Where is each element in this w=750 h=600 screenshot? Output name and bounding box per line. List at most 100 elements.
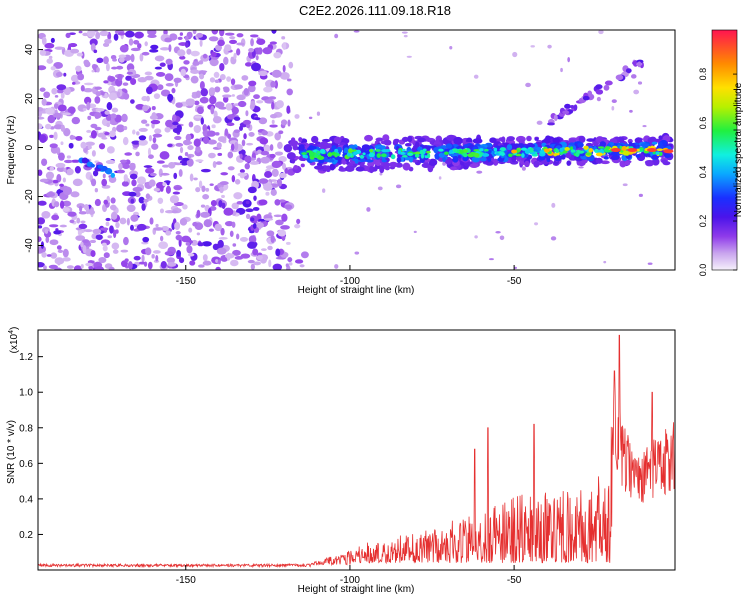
spectrogram-noise-blob [217,152,223,157]
spectrogram-noise-blob [62,257,71,262]
spectrogram-x-tick-label: -100 [340,276,360,287]
spectrogram-trace-core [562,150,568,154]
spectrogram-noise-blob [118,57,125,63]
spectrogram-noise-blob [93,49,98,54]
spectrogram-noise-blob [48,55,53,60]
spectrogram-noise-blob [151,106,156,111]
spectrogram-noise-blob [56,166,66,172]
spectrogram-y-tick-label: -40 [24,238,35,253]
spectrogram-trace-core [479,148,484,152]
spectrogram-noise-blob [254,117,261,121]
spectrogram-noise-blob [271,101,275,110]
spectrogram-noise-blob [72,178,83,187]
spectrogram-noise-blob [153,93,161,100]
spectrogram-noise-blob [78,30,83,34]
spectrogram-noise-blob [225,103,233,111]
spectrogram-speck [488,258,494,261]
spectrogram-harmonic-blob [625,68,632,74]
spectrogram-noise-blob [43,91,51,99]
spectrogram-trace-band [603,156,609,160]
spectrogram-speck [598,30,604,35]
spectrogram-trace-core [348,148,353,154]
spectrogram-noise-blob [75,65,82,72]
spectrogram-noise-blob [59,200,65,209]
spectrogram-noise-blob [231,106,239,115]
spectrogram-noise-blob [119,217,127,225]
spectrogram-noise-blob [87,115,92,120]
spectrogram-noise-blob [85,262,94,267]
spectrogram-noise-blob [53,230,62,235]
spectrogram-noise-blob [158,168,163,178]
spectrogram-noise-blob [294,223,301,229]
spectrogram-noise-blob [166,180,170,186]
spectrogram-speck [642,125,647,128]
spectrogram-noise-blob [45,236,50,244]
spectrogram-noise-blob [141,51,150,56]
spectrogram-noise-blob [145,193,151,200]
spectrogram-noise-blob [271,160,282,169]
spectrogram-noise-blob [122,82,129,86]
spectrogram-noise-blob [288,61,294,69]
spectrogram-trace-halo [346,165,355,172]
spectrogram-noise-blob [111,107,119,113]
spectrogram-trace-core [415,151,421,155]
spectrogram-noise-blob [82,32,89,37]
spectrogram-noise-blob [263,86,273,93]
spectrogram-noise-blob [135,151,140,157]
spectrogram-noise-blob [143,198,149,203]
spectrogram-speck [611,99,617,104]
spectrogram-noise-blob [172,220,177,223]
spectrogram-feature-blob [97,164,104,169]
spectrogram-noise-blob [39,87,46,92]
spectrogram-noise-blob [67,211,77,217]
spectrogram-noise-blob [63,128,71,137]
spectrogram-noise-blob [123,236,129,246]
spectrogram-noise-blob [185,242,191,246]
spectrogram-y-tick-label: 0 [24,144,35,150]
spectrogram-noise-blob [239,237,249,242]
spectrogram-noise-blob [233,129,241,134]
spectrogram-noise-blob [256,255,263,260]
spectrogram-noise-blob [249,34,259,38]
spectrogram-noise-blob [98,143,106,150]
spectrogram-noise-blob [233,116,241,121]
spectrogram-noise-blob [94,126,102,131]
spectrogram-speck [403,34,408,38]
spectrogram-noise-blob [261,248,267,251]
spectrogram-noise-blob [80,85,85,92]
spectrogram-trace-core [419,149,424,155]
spectrogram-noise-blob [277,229,287,237]
spectrogram-noise-blob [49,134,54,139]
spectrogram-noise-blob [179,146,184,154]
spectrogram-noise-blob [209,95,217,105]
spectrogram-noise-blob [38,123,43,130]
spectrogram-noise-blob [57,249,64,253]
spectrogram-noise-blob [184,42,189,48]
spectrogram-harmonic-blob [570,104,575,109]
spectrogram-trace-band [310,145,317,150]
spectrogram-trace-halo [624,160,630,166]
spectrogram-noise-blob [167,143,173,148]
spectrogram-noise-blob [63,167,67,173]
spectrogram-noise-blob [231,175,236,183]
spectrogram-noise-blob [188,227,193,233]
spectrogram-noise-blob [110,197,116,204]
spectrogram-speck [406,55,412,58]
spectrogram-noise-blob [83,229,93,233]
spectrogram-harmonic-blob [595,89,604,95]
spectrogram-noise-blob [171,210,178,214]
spectrogram-noise-blob [57,104,67,112]
spectrogram-harmonic-blob [573,104,578,111]
spectrogram-speck [322,188,326,193]
spectrogram-noise-blob [172,114,177,122]
spectrogram-noise-blob [172,191,181,195]
spectrogram-noise-blob [179,218,188,226]
spectrogram-harmonic-blob [604,80,613,86]
spectrogram-noise-blob [234,179,241,185]
spectrogram-noise-blob [217,239,224,249]
spectrogram-speck [550,236,557,241]
spectrogram-trace-core [359,154,365,159]
spectrogram-noise-blob [39,49,47,56]
spectrogram-noise-blob [208,152,216,159]
spectrogram-noise-blob [154,128,162,134]
